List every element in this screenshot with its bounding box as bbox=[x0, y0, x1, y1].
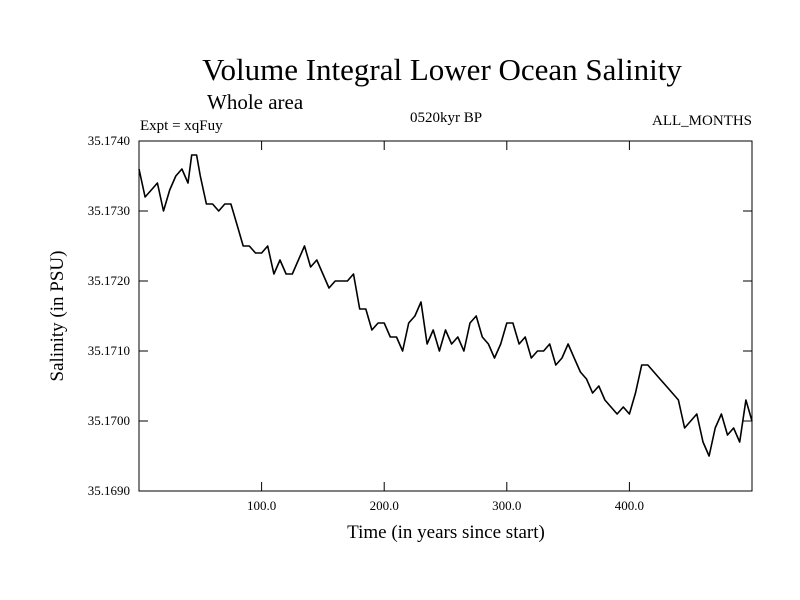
x-tick-label: 300.0 bbox=[492, 498, 521, 513]
x-tick-label: 400.0 bbox=[615, 498, 644, 513]
y-tick-label: 35.1720 bbox=[88, 273, 130, 288]
y-tick-label: 35.1730 bbox=[88, 203, 130, 218]
period-label: 0520kyr BP bbox=[410, 110, 482, 126]
plot-frame bbox=[138, 140, 753, 492]
series-layer bbox=[138, 154, 753, 457]
y-tick-label: 35.1700 bbox=[88, 413, 130, 428]
season-label: ALL_MONTHS bbox=[652, 113, 752, 129]
experiment-label: Expt = xqFuy bbox=[140, 118, 223, 134]
chart-title: Volume Integral Lower Ocean Salinity bbox=[202, 52, 682, 87]
y-axis: 35.1690 35.1700 35.1710 35.1720 35.1730 35.17… bbox=[88, 133, 752, 498]
y-tick-label: 35.1710 bbox=[88, 343, 130, 358]
series-line-salinity bbox=[138, 154, 753, 457]
y-axis-label: Salinity (in PSU) bbox=[47, 251, 68, 382]
y-tick-label: 35.1740 bbox=[88, 133, 130, 148]
x-axis-label: Time (in years since start) bbox=[347, 522, 545, 543]
x-tick-label: 100.0 bbox=[247, 498, 276, 513]
chart-subtitle: Whole area bbox=[207, 90, 304, 114]
x-tick-label: 200.0 bbox=[370, 498, 399, 513]
x-axis: 100.0 200.0 300.0 400.0 bbox=[247, 141, 644, 513]
y-tick-label: 35.1690 bbox=[88, 483, 130, 498]
